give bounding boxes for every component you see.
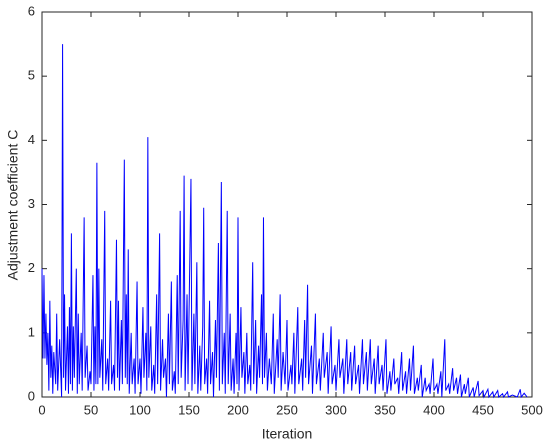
y-tick-label: 3 — [28, 196, 35, 211]
x-tick-label: 100 — [129, 402, 151, 417]
x-tick-label: 300 — [325, 402, 347, 417]
x-tick-label: 250 — [276, 402, 298, 417]
data-line — [41, 44, 528, 399]
x-tick-label: 350 — [374, 402, 396, 417]
y-tick-label: 0 — [28, 388, 35, 403]
y-tick-label: 1 — [28, 324, 35, 339]
x-tick-label: 200 — [227, 402, 249, 417]
x-tick-label: 400 — [423, 402, 445, 417]
x-tick-label: 0 — [38, 402, 45, 417]
x-tick-label: 150 — [178, 402, 200, 417]
x-tick-label: 500 — [521, 402, 543, 417]
y-tick-label: 6 — [28, 3, 35, 18]
y-tick-label: 5 — [28, 68, 35, 83]
x-axis-label: Iteration — [262, 426, 313, 442]
y-axis-label: Adjustment coefficient C — [5, 130, 21, 281]
x-tick-label: 450 — [472, 402, 494, 417]
y-tick-label: 4 — [28, 132, 35, 147]
y-tick-label: 2 — [28, 260, 35, 275]
x-tick-label: 50 — [84, 402, 98, 417]
